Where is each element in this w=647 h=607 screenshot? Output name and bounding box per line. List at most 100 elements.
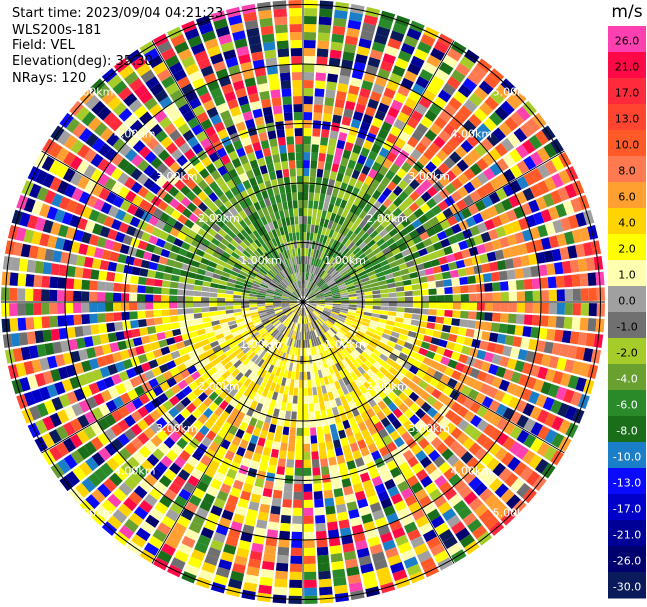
velocity-gate bbox=[103, 111, 117, 126]
velocity-gate bbox=[201, 307, 210, 313]
velocity-gate bbox=[266, 311, 275, 316]
velocity-gate bbox=[368, 341, 378, 349]
velocity-gate bbox=[342, 402, 351, 412]
velocity-gate bbox=[269, 258, 276, 267]
velocity-gate bbox=[435, 316, 445, 324]
velocity-gate bbox=[278, 252, 285, 261]
velocity-gate bbox=[392, 270, 402, 278]
velocity-gate bbox=[404, 290, 413, 297]
velocity-gate bbox=[123, 497, 138, 512]
velocity-gate bbox=[271, 279, 279, 286]
field-label: Field: VEL bbox=[12, 38, 75, 53]
velocity-gate bbox=[231, 157, 242, 169]
velocity-gate bbox=[260, 225, 268, 235]
velocity-gate bbox=[407, 528, 421, 541]
velocity-gate bbox=[313, 104, 323, 113]
velocity-gate bbox=[388, 228, 399, 237]
velocity-gate bbox=[217, 428, 228, 439]
velocity-gate bbox=[510, 220, 522, 233]
velocity-gate bbox=[163, 241, 173, 251]
velocity-gate bbox=[555, 203, 567, 218]
velocity-gate bbox=[567, 214, 579, 229]
velocity-gate bbox=[239, 219, 248, 229]
velocity-gate bbox=[303, 515, 314, 524]
velocity-gate bbox=[388, 311, 397, 317]
velocity-gate bbox=[491, 239, 502, 250]
velocity-gate bbox=[245, 475, 256, 486]
velocity-gate bbox=[372, 298, 381, 302]
velocity-gate bbox=[362, 318, 371, 324]
velocity-gate bbox=[309, 411, 315, 420]
velocity-gate bbox=[262, 172, 270, 182]
velocity-gate bbox=[123, 329, 133, 340]
velocity-gate bbox=[243, 207, 252, 217]
velocity-gate bbox=[337, 266, 345, 273]
velocity-gate bbox=[209, 306, 218, 312]
velocity-gate bbox=[310, 265, 315, 274]
velocity-gate bbox=[83, 148, 97, 163]
velocity-gate bbox=[256, 227, 264, 237]
velocity-gate bbox=[457, 186, 469, 198]
velocity-gate bbox=[269, 195, 277, 205]
velocity-gate bbox=[189, 330, 199, 338]
velocity-gate bbox=[354, 378, 363, 388]
velocity-gate bbox=[268, 171, 277, 181]
velocity-gate bbox=[260, 378, 268, 388]
velocity-gate bbox=[523, 171, 536, 186]
velocity-gate bbox=[236, 411, 246, 422]
velocity-gate bbox=[328, 138, 337, 148]
velocity-gate bbox=[167, 564, 183, 578]
velocity-gate bbox=[27, 166, 41, 182]
velocity-gate bbox=[299, 288, 302, 297]
velocity-gate bbox=[380, 95, 393, 107]
velocity-gate bbox=[363, 139, 374, 151]
velocity-gate bbox=[331, 560, 345, 571]
velocity-gate bbox=[287, 285, 294, 293]
velocity-gate bbox=[270, 89, 281, 99]
velocity-gate bbox=[186, 179, 197, 190]
velocity-gate bbox=[145, 514, 160, 528]
range-ring-label: 3.00km bbox=[156, 422, 198, 435]
velocity-gate bbox=[304, 264, 307, 273]
velocity-gate bbox=[355, 286, 364, 291]
velocity-gate bbox=[436, 309, 445, 317]
velocity-gate bbox=[380, 306, 389, 311]
velocity-gate bbox=[457, 506, 473, 520]
velocity-gate bbox=[341, 358, 349, 368]
velocity-gate bbox=[85, 494, 100, 510]
velocity-gate bbox=[507, 456, 521, 472]
velocity-gate bbox=[264, 114, 274, 124]
velocity-gate bbox=[358, 270, 367, 277]
velocity-gate bbox=[426, 198, 437, 209]
velocity-gate bbox=[124, 148, 138, 162]
velocity-gate bbox=[390, 493, 403, 505]
velocity-gate bbox=[319, 282, 327, 289]
velocity-gate bbox=[346, 285, 356, 290]
velocity-gate bbox=[530, 265, 540, 277]
velocity-gate bbox=[408, 90, 422, 103]
velocity-gate bbox=[350, 118, 361, 129]
velocity-gate bbox=[489, 478, 503, 493]
velocity-gate bbox=[107, 96, 122, 111]
velocity-gate bbox=[502, 407, 515, 421]
velocity-gate bbox=[377, 102, 390, 114]
velocity-gate bbox=[170, 350, 181, 360]
velocity-gate bbox=[42, 329, 52, 342]
velocity-gate bbox=[406, 28, 422, 41]
velocity-gate bbox=[320, 137, 329, 146]
velocity-gate bbox=[259, 340, 267, 348]
velocity-gate bbox=[91, 335, 102, 346]
velocity-gate bbox=[316, 268, 322, 276]
velocity-gate bbox=[467, 275, 476, 284]
velocity-gate bbox=[304, 571, 317, 580]
velocity-gate bbox=[347, 252, 355, 261]
velocity-gate bbox=[217, 366, 227, 376]
velocity-gate bbox=[200, 118, 213, 131]
velocity-gate bbox=[432, 168, 444, 180]
velocity-gate bbox=[104, 442, 118, 456]
velocity-gate bbox=[389, 260, 399, 268]
velocity-gate bbox=[420, 179, 432, 191]
velocity-gate bbox=[300, 340, 303, 348]
velocity-gate bbox=[316, 328, 322, 336]
velocity-gate bbox=[267, 130, 277, 140]
